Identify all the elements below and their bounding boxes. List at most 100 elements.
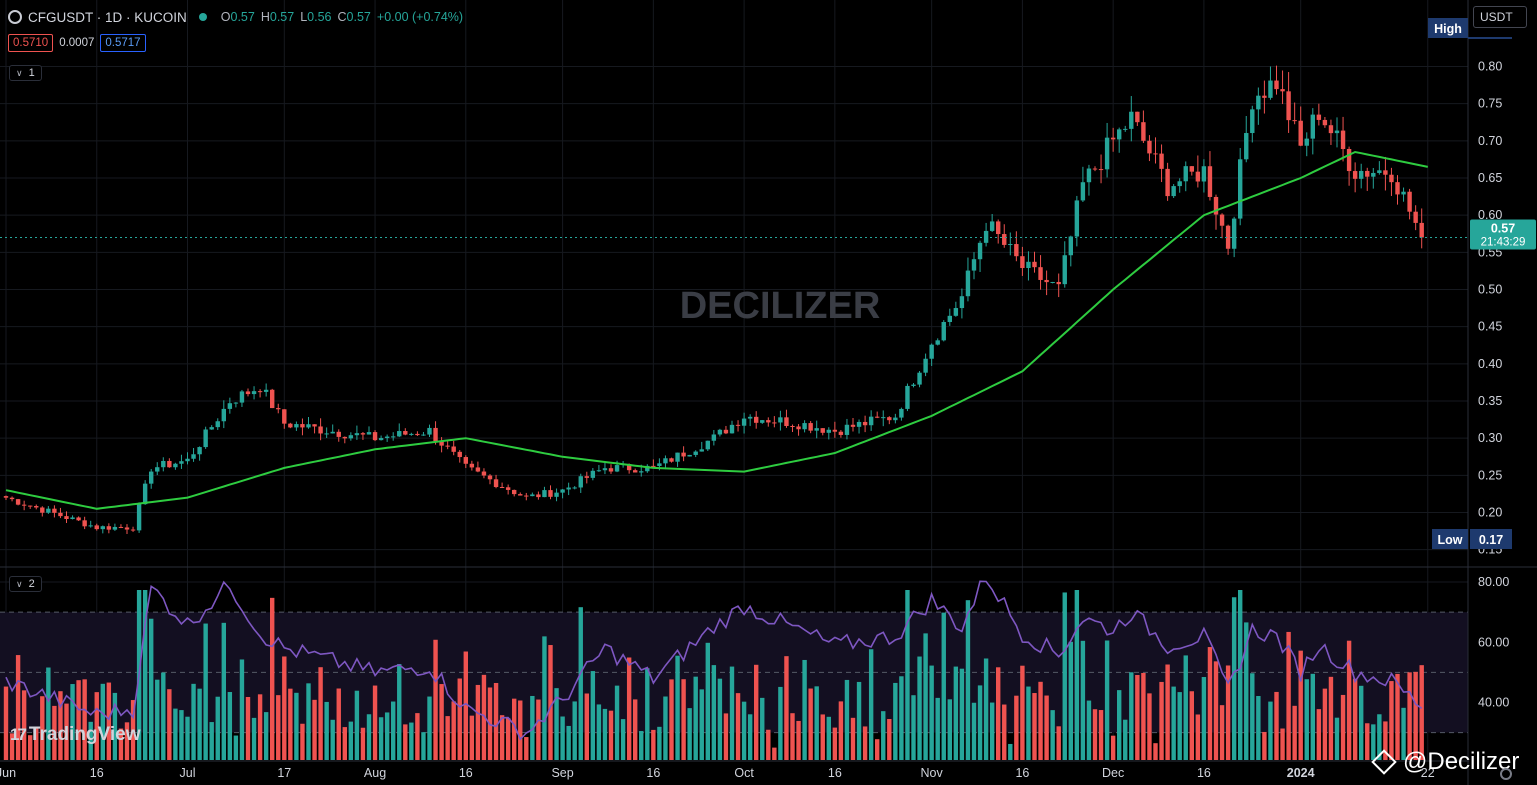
candle-body (1419, 222, 1424, 238)
candle-body (312, 424, 317, 427)
pane1-toggle-button[interactable]: ∨ 1 (9, 65, 42, 81)
candle-body (324, 433, 329, 435)
candle-body (572, 487, 577, 489)
candle-body (1201, 166, 1207, 182)
buy-button[interactable]: 0.5717 (100, 34, 146, 52)
candle-body (1129, 111, 1134, 129)
volume-bar (536, 699, 541, 760)
volume-bar (505, 718, 511, 760)
volume-bar (397, 664, 402, 760)
volume-bar (729, 666, 735, 760)
volume-bar (1268, 701, 1273, 760)
pane2-toggle-button[interactable]: ∨ 2 (9, 576, 42, 592)
volume-bar (796, 720, 801, 760)
volume-bar (1328, 676, 1334, 760)
candle-body (342, 436, 347, 439)
candle-body (778, 417, 783, 423)
volume-bar (21, 690, 27, 760)
volume-bar (1238, 590, 1243, 760)
volume-bar (481, 674, 487, 760)
currency-button[interactable]: USDT (1473, 6, 1527, 28)
candle-body (1123, 128, 1128, 130)
volume-bar (887, 718, 892, 760)
volume-bar (1256, 696, 1261, 760)
candle-body (3, 496, 9, 498)
volume-bar (687, 708, 692, 760)
candle-body (1256, 95, 1261, 110)
volume-bar (602, 708, 608, 760)
candle-body (1389, 174, 1394, 183)
candle-body (838, 431, 844, 435)
candle-body (1359, 170, 1364, 179)
time-tick-label: 16 (90, 766, 104, 780)
candle-body (1322, 119, 1328, 126)
candle-body (1171, 186, 1176, 197)
candle-body (1092, 168, 1098, 170)
volume-bar (723, 713, 729, 760)
volume-bar (1153, 743, 1158, 760)
candle-body (372, 432, 378, 441)
candle-body (306, 424, 311, 428)
volume-bar (221, 622, 226, 760)
candle-body (820, 428, 825, 433)
candle-body (136, 504, 142, 531)
candle-body (354, 433, 360, 436)
candle-body (1310, 114, 1315, 139)
candle-body (1250, 109, 1255, 134)
volume-bar (203, 623, 208, 760)
volume-bar (330, 719, 335, 760)
volume-bar (784, 656, 789, 760)
candle-body (276, 408, 281, 410)
sell-button[interactable]: 0.5710 (8, 34, 54, 52)
low-tag (1432, 529, 1468, 549)
candle-body (1110, 137, 1116, 140)
price-tag-countdown: 21:43:29 (1481, 236, 1526, 248)
candle-body (1068, 236, 1073, 256)
volume-bar (1068, 641, 1073, 760)
volume-bar (348, 721, 354, 760)
time-tick-label: 16 (459, 766, 473, 780)
volume-bar (270, 597, 275, 760)
candle-body (94, 525, 99, 530)
pane1-label: 1 (28, 67, 35, 79)
change-value: +0.00 (+0.74%) (376, 10, 464, 24)
candle-body (1377, 170, 1382, 173)
candle-body (300, 424, 305, 428)
symbol-legend[interactable]: CFGUSDT · 1D · KUCOIN O0.57 H0.57 L0.56 … (8, 8, 463, 26)
candle-body (209, 427, 214, 430)
volume-bar (1401, 707, 1406, 760)
candle-body (427, 427, 432, 435)
symbol-title[interactable]: CFGUSDT · 1D · KUCOIN (28, 9, 187, 25)
time-tick-label: Dec (1102, 766, 1124, 780)
volume-bar (475, 684, 481, 760)
volume-bar (856, 681, 862, 760)
volume-bar (1352, 678, 1358, 760)
candle-body (1328, 125, 1334, 134)
volume-bar (1244, 622, 1249, 760)
candle-body (106, 526, 112, 530)
volume-bar (808, 688, 813, 760)
candle-body (1334, 130, 1340, 134)
price-tick-label: 0.25 (1478, 468, 1502, 482)
candle-body (983, 230, 989, 243)
volume-bar (1080, 640, 1086, 760)
volume-bar (82, 679, 87, 760)
candle-body (1365, 170, 1370, 177)
volume-bar (1002, 704, 1007, 760)
candle-body (584, 476, 589, 478)
candle-body (118, 526, 124, 528)
volume-bar (378, 717, 384, 760)
gear-icon[interactable] (1500, 768, 1512, 780)
volume-bar (1062, 592, 1067, 760)
candle-body (1008, 244, 1013, 246)
candle-body (929, 344, 934, 359)
volume-bar (669, 679, 674, 760)
volume-bar (875, 739, 880, 760)
volume-bar (1359, 685, 1364, 760)
volume-bar (1395, 673, 1400, 760)
candle-body (457, 451, 462, 458)
candle-body (257, 391, 263, 393)
volume-bar (675, 655, 680, 760)
volume-bar (1280, 728, 1285, 760)
